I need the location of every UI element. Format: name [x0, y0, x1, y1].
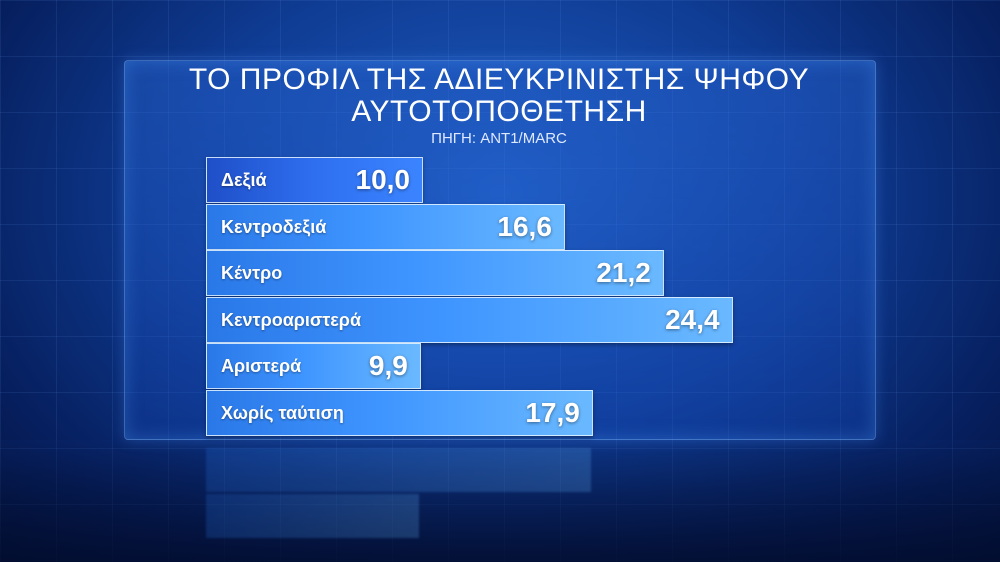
- bar-category-label: Κέντρο: [221, 263, 283, 283]
- bar: Αριστερά 9,9: [206, 343, 421, 389]
- bar-value-label: 17,9: [525, 396, 580, 428]
- bar-value-label: 24,4: [665, 303, 720, 335]
- bar-value-label: 9,9: [368, 350, 408, 381]
- chart-source: ΠΗΓΗ: ANT1/MARC: [431, 130, 567, 147]
- bar: Δεξιά 10,0: [206, 157, 423, 203]
- bar: Κέντρο 21,2: [206, 250, 664, 296]
- bar-value-label: 21,2: [596, 257, 651, 288]
- bar-category-label: Κεντροαριστερά: [221, 309, 362, 330]
- bar-value-label: 16,6: [497, 210, 552, 242]
- chart-title-line-2: ΑΥΤΟΤΟΠΟΘΕΤΗΣΗ: [351, 95, 647, 128]
- bar-category-label: Χωρίς ταύτιση: [221, 402, 344, 423]
- bar-value-label: 10,0: [355, 164, 411, 195]
- chart-title-line-1: ΤΟ ΠΡΟΦΙΛ ΤΗΣ ΑΔΙΕΥΚΡΙΝΙΣΤΗΣ ΨΗΦΟΥ: [188, 63, 810, 96]
- bar-category-label: Δεξιά: [221, 170, 267, 190]
- background-floor: [0, 440, 1000, 562]
- bar: Χωρίς ταύτιση 17,9: [206, 389, 593, 436]
- bar: Κεντροδεξιά 16,6: [206, 203, 565, 250]
- bar-category-label: Κεντροδεξιά: [221, 216, 327, 237]
- bar: Κεντροαριστερά 24,4: [206, 296, 733, 343]
- bar-category-label: Αριστερά: [221, 356, 302, 376]
